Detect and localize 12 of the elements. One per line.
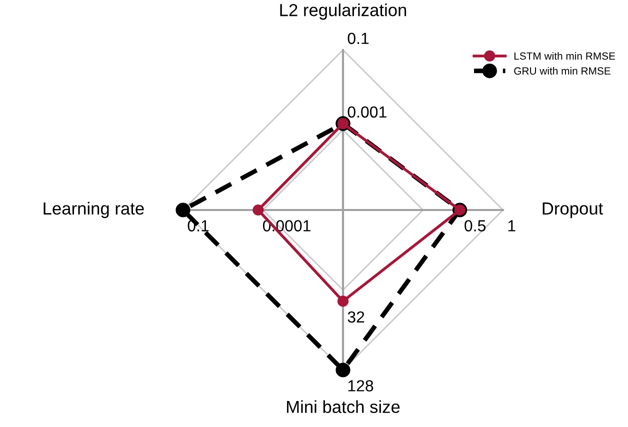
- spoke-label: L2 regularization: [280, 4, 406, 20]
- spoke-label: Learning rate: [44, 202, 144, 218]
- spoke-label: Dropout: [542, 202, 604, 218]
- text: 32: [348, 311, 364, 323]
- spoke-label: Mini batch size: [287, 400, 400, 414]
- text: 128: [348, 380, 374, 392]
- text: 0.1: [348, 32, 369, 44]
- text: 0.001: [348, 106, 386, 118]
- text: 0.5: [464, 220, 486, 232]
- legend-label: GRU with min RMSE: [514, 66, 610, 75]
- text: 1: [508, 220, 516, 232]
- legend-label: LSTM with min RMSE: [514, 52, 616, 60]
